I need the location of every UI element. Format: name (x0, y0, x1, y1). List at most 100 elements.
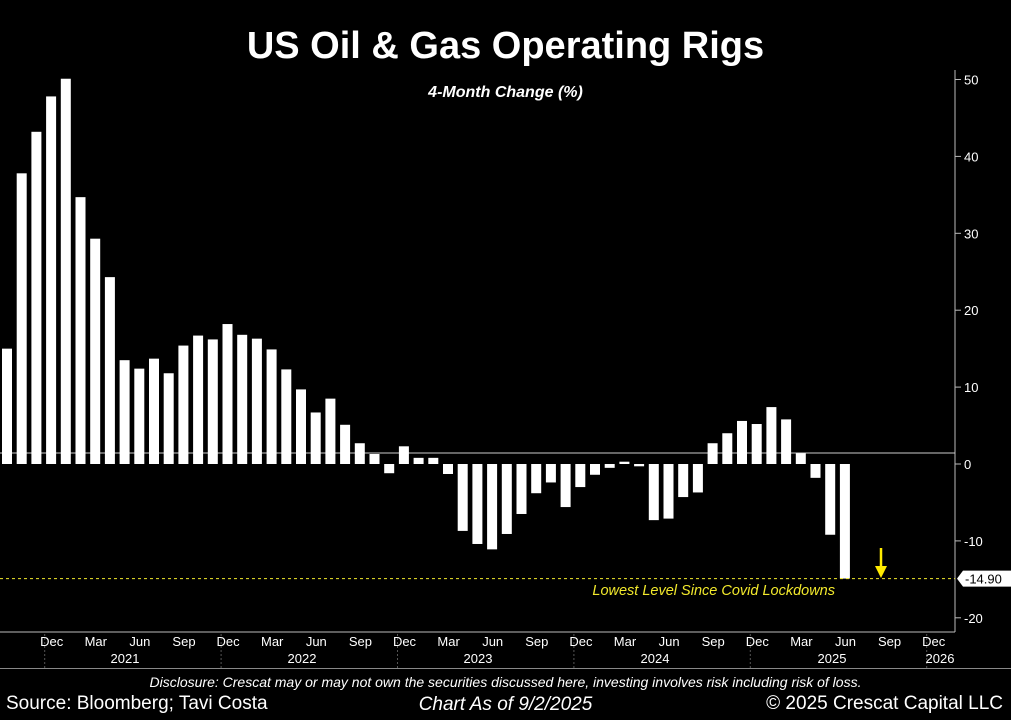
bar (457, 464, 468, 531)
bar (516, 464, 527, 514)
source-text: Source: Bloomberg; Tavi Costa (6, 693, 268, 714)
y-tick-label: 20 (964, 303, 978, 318)
bar (413, 457, 424, 464)
bar (75, 197, 86, 465)
bar (104, 277, 115, 464)
y-tick-label: -10 (964, 534, 983, 549)
bar (369, 454, 380, 464)
bar (149, 358, 159, 464)
x-tick-label: Mar (790, 634, 813, 649)
bar (487, 464, 498, 550)
bar (384, 464, 395, 474)
y-tick-label: 50 (964, 73, 978, 88)
bar (663, 464, 674, 519)
x-tick-label: Sep (172, 634, 195, 649)
footer-divider (0, 668, 1011, 669)
bar (16, 173, 27, 464)
x-tick-label: Dec (922, 634, 946, 649)
bar (707, 443, 718, 464)
x-tick-label: Jun (482, 634, 503, 649)
bar (398, 446, 409, 464)
bar (2, 348, 12, 464)
bar (443, 464, 453, 474)
x-tick-label: Sep (525, 634, 548, 649)
y-tick-label: 30 (964, 226, 978, 241)
x-tick-label: Dec (569, 634, 593, 649)
x-tick-label: Jun (306, 634, 327, 649)
x-tick-label: Dec (746, 634, 770, 649)
bar (722, 433, 733, 464)
bar (325, 398, 336, 464)
x-tick-label: Dec (40, 634, 64, 649)
year-label: 2024 (641, 651, 670, 666)
annotation-text: Lowest Level Since Covid Lockdowns (592, 583, 835, 599)
x-tick-label: Mar (85, 634, 108, 649)
bar (692, 464, 703, 493)
bar (193, 335, 204, 464)
chart-subtitle: 4-Month Change (%) (428, 84, 583, 101)
x-tick-label: Dec (217, 634, 241, 649)
chart-area: 50 40 30 20 10 0 -10 -20 Lowest Level Since Covi… (0, 70, 1011, 668)
x-tick-label: Mar (437, 634, 460, 649)
x-tick-label: Mar (261, 634, 284, 649)
bar (781, 419, 792, 464)
last-value-label: -14.90 (965, 572, 1002, 587)
bar (354, 443, 365, 464)
bar (795, 453, 806, 464)
bar (545, 464, 556, 483)
copyright-text: © 2025 Crescat Capital LLC (766, 693, 1003, 714)
bar (222, 324, 233, 464)
down-arrow-head (875, 566, 887, 578)
bar (472, 464, 483, 544)
bar (825, 464, 836, 535)
bar (766, 407, 777, 464)
y-tick-label: 0 (964, 457, 971, 472)
last-value-tag (957, 570, 1011, 587)
y-tick-label: 40 (964, 149, 978, 164)
y-tick-label: 10 (964, 380, 978, 395)
bar (281, 369, 292, 464)
bar (60, 78, 71, 464)
x-tick-label: Jun (835, 634, 856, 649)
bar (634, 464, 645, 467)
bar (575, 464, 586, 488)
x-tick-label: Dec (393, 634, 417, 649)
bar (46, 96, 57, 464)
bar (648, 464, 659, 521)
bar (90, 238, 101, 464)
year-label: 2022 (288, 651, 317, 666)
bar (501, 464, 512, 534)
bar (266, 349, 277, 464)
year-label: 2026 (926, 651, 955, 666)
bar (590, 464, 600, 475)
bar (531, 464, 542, 494)
bar (810, 464, 821, 478)
chart-title: US Oil & Gas Operating Rigs (246, 25, 765, 67)
bar (134, 368, 145, 464)
year-label: 2021 (111, 651, 140, 666)
bar (560, 464, 571, 508)
bar (428, 457, 439, 464)
x-tick-label: Mar (614, 634, 637, 649)
bar (296, 389, 306, 464)
bar (31, 131, 42, 465)
bar (207, 339, 218, 464)
year-label: 2023 (464, 651, 493, 666)
x-tick-label: Sep (349, 634, 372, 649)
bar (163, 373, 174, 464)
year-label: 2025 (818, 651, 847, 666)
chart-date: Chart As of 9/2/2025 (418, 694, 593, 715)
bar (340, 424, 351, 464)
bar (839, 464, 850, 579)
y-tick-label: -20 (964, 611, 983, 626)
bar (737, 420, 747, 464)
bar (178, 345, 189, 464)
bar (678, 464, 689, 498)
disclosure-text: Disclosure: Crescat may or may not own t… (149, 674, 862, 690)
x-tick-label: Jun (659, 634, 680, 649)
bar (119, 360, 130, 464)
bar (251, 338, 262, 464)
x-tick-label: Sep (878, 634, 901, 649)
x-tick-label: Jun (129, 634, 150, 649)
x-tick-label: Sep (702, 634, 725, 649)
